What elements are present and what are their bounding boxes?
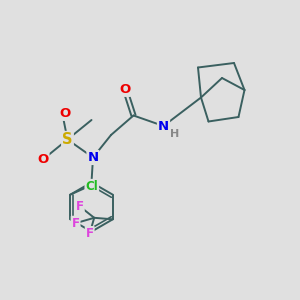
Text: O: O: [37, 153, 49, 166]
Text: S: S: [62, 132, 73, 147]
Text: F: F: [72, 217, 80, 230]
Text: N: N: [158, 119, 169, 133]
Text: O: O: [119, 83, 130, 96]
Text: O: O: [59, 107, 70, 120]
Text: H: H: [170, 129, 179, 140]
Text: Cl: Cl: [85, 180, 98, 193]
Text: F: F: [76, 200, 84, 213]
Text: N: N: [87, 151, 99, 164]
Text: F: F: [86, 227, 94, 240]
